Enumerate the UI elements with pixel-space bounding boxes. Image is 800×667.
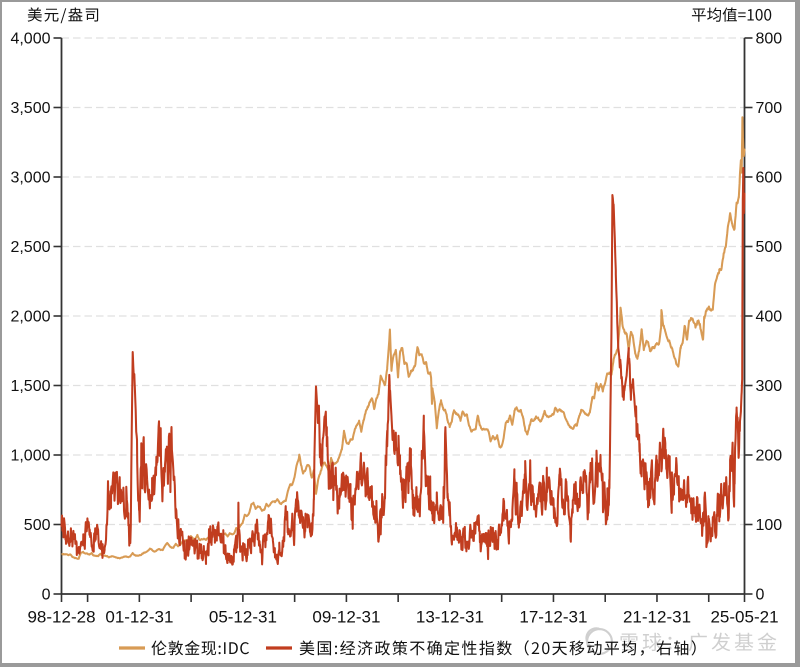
svg-text:400: 400 [756, 309, 783, 326]
svg-text:0: 0 [756, 587, 765, 604]
svg-text:25-05-21: 25-05-21 [710, 608, 778, 627]
svg-text:800: 800 [756, 31, 783, 48]
svg-text:0: 0 [42, 587, 51, 604]
svg-text:600: 600 [756, 170, 783, 187]
svg-text:500: 500 [756, 239, 783, 256]
svg-text:17-12-31: 17-12-31 [519, 608, 587, 627]
svg-text:1,000: 1,000 [10, 448, 50, 465]
svg-text:01-12-31: 01-12-31 [105, 608, 173, 627]
svg-text:05-12-31: 05-12-31 [209, 608, 277, 627]
svg-text:2,000: 2,000 [10, 309, 50, 326]
svg-text:500: 500 [24, 517, 51, 534]
svg-text:2,500: 2,500 [10, 239, 50, 256]
svg-text:3,500: 3,500 [10, 100, 50, 117]
svg-text:3,000: 3,000 [10, 170, 50, 187]
svg-text:4,000: 4,000 [10, 31, 50, 48]
svg-text:21-12-31: 21-12-31 [623, 608, 691, 627]
svg-text:13-12-31: 13-12-31 [416, 608, 484, 627]
svg-text:700: 700 [756, 100, 783, 117]
svg-text:98-12-28: 98-12-28 [27, 608, 95, 627]
svg-text:1,500: 1,500 [10, 378, 50, 395]
svg-text:300: 300 [756, 378, 783, 395]
svg-text:200: 200 [756, 448, 783, 465]
svg-text:09-12-31: 09-12-31 [312, 608, 380, 627]
svg-text:100: 100 [756, 517, 783, 534]
